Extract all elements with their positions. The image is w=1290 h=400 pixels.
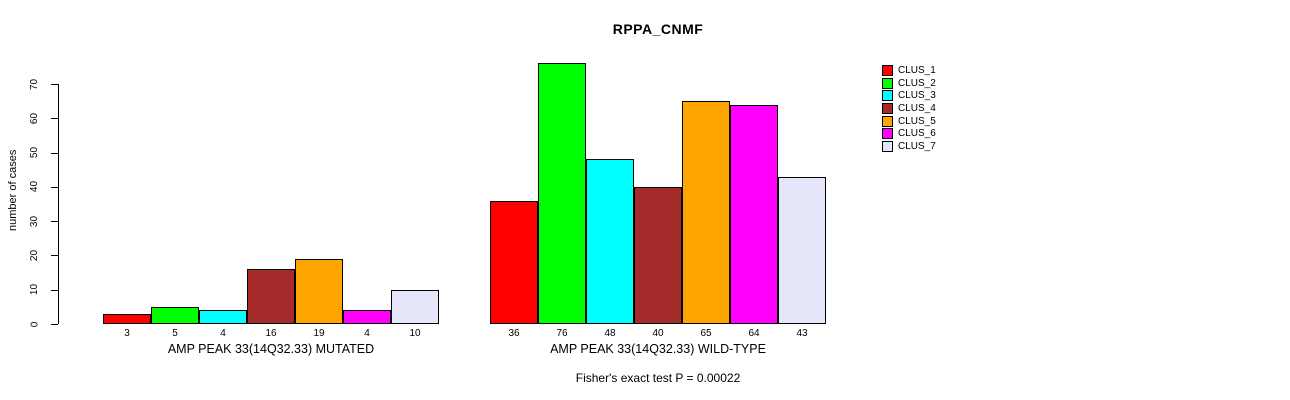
legend-item-CLUS_1: CLUS_1	[882, 64, 936, 77]
bar-value-label: 19	[313, 328, 325, 339]
y-tick-label: 60	[29, 112, 41, 124]
y-tick	[51, 255, 58, 257]
y-tick-label: 40	[29, 181, 41, 193]
legend-swatch-CLUS_2	[882, 77, 893, 89]
bar-CLUS_5-group2	[682, 101, 730, 324]
bar-CLUS_6-group1	[343, 310, 391, 324]
y-tick-label: 0	[29, 321, 41, 327]
legend-item-CLUS_6: CLUS_6	[882, 127, 936, 140]
bar-value-label: 36	[508, 328, 520, 339]
bar-value-label: 16	[265, 328, 277, 339]
y-tick-label: 50	[29, 147, 41, 159]
y-tick-label: 10	[29, 284, 41, 296]
y-tick	[51, 221, 58, 223]
legend: CLUS_1 CLUS_2 CLUS_3 CLUS_4 CLUS_5 CLUS_6 CLUS…	[882, 64, 936, 153]
y-tick-label: 30	[29, 215, 41, 227]
legend-item-CLUS_4: CLUS_4	[882, 102, 936, 115]
bar-value-label: 10	[409, 328, 421, 339]
bar-value-label: 65	[700, 328, 712, 339]
x-axis-group-label-2: AMP PEAK 33(14Q32.33) WILD-TYPE	[550, 342, 766, 356]
bar-value-label: 43	[796, 328, 808, 339]
bar-CLUS_2-group2	[538, 63, 586, 324]
bar-CLUS_4-group2	[634, 187, 682, 324]
bar-CLUS_4-group1	[247, 269, 295, 324]
legend-label: CLUS_6	[898, 128, 936, 140]
y-tick	[51, 152, 58, 154]
legend-swatch-CLUS_3	[882, 90, 893, 102]
legend-swatch-CLUS_6	[882, 128, 893, 140]
bar-CLUS_5-group1	[295, 259, 343, 324]
bar-value-label: 40	[652, 328, 664, 339]
legend-label: CLUS_3	[898, 90, 936, 102]
legend-item-CLUS_2: CLUS_2	[882, 77, 936, 90]
legend-item-CLUS_5: CLUS_5	[882, 115, 936, 128]
legend-label: CLUS_4	[898, 102, 936, 114]
bar-value-label: 4	[364, 328, 370, 339]
bar-CLUS_3-group2	[586, 159, 634, 324]
legend-item-CLUS_7: CLUS_7	[882, 140, 936, 153]
y-tick	[51, 289, 58, 291]
y-tick	[51, 118, 58, 120]
bar-CLUS_1-group1	[103, 314, 151, 324]
y-tick	[51, 84, 58, 85]
bar-CLUS_3-group1	[199, 310, 247, 324]
legend-item-CLUS_3: CLUS_3	[882, 89, 936, 102]
legend-swatch-CLUS_1	[882, 64, 893, 76]
bar-CLUS_1-group2	[490, 201, 538, 324]
legend-label: CLUS_7	[898, 140, 936, 152]
bar-CLUS_7-group1	[391, 290, 439, 324]
bar-value-label: 48	[604, 328, 616, 339]
bar-value-label: 4	[220, 328, 226, 339]
legend-label: CLUS_2	[898, 77, 936, 89]
bar-value-label: 76	[556, 328, 568, 339]
y-axis-title: number of cases	[7, 149, 19, 231]
bar-value-label: 64	[748, 328, 760, 339]
bar-value-label: 3	[124, 328, 130, 339]
fisher-test-annotation: Fisher's exact test P = 0.00022	[575, 371, 741, 385]
bar-CLUS_6-group2	[730, 105, 778, 324]
bar-CLUS_7-group2	[778, 177, 826, 324]
y-tick	[51, 186, 58, 188]
x-axis-group-label-1: AMP PEAK 33(14Q32.33) MUTATED	[167, 342, 375, 356]
legend-swatch-CLUS_7	[882, 140, 893, 152]
y-axis-line	[58, 84, 59, 324]
legend-label: CLUS_1	[898, 64, 936, 76]
chart-title: RPPA_CNMF	[612, 21, 704, 37]
legend-swatch-CLUS_5	[882, 115, 893, 127]
y-tick	[51, 324, 58, 325]
y-tick-label: 70	[29, 78, 41, 90]
bar-CLUS_2-group1	[151, 307, 199, 324]
legend-label: CLUS_5	[898, 115, 936, 127]
bar-value-label: 5	[172, 328, 178, 339]
y-tick-label: 20	[29, 249, 41, 261]
legend-swatch-CLUS_4	[882, 102, 893, 114]
